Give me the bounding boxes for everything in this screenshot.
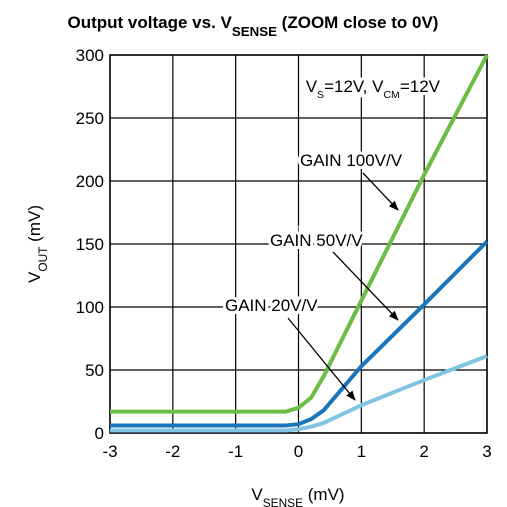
chart-title-part: SENSE (232, 24, 277, 39)
data-line (110, 354, 488, 433)
y-tick-label: 50 (85, 361, 104, 380)
data-line (110, 240, 489, 428)
conditions-annotation: VS=12V, VCM=12V (306, 77, 441, 101)
series-label: GAIN 20V/V (225, 296, 318, 315)
annotation-arrow (362, 172, 399, 211)
series-label: GAIN 100V/V (300, 151, 403, 170)
chart-title-part: (ZOOM close to 0V) (277, 13, 439, 32)
x-axis-label: VSENSE (mV) (251, 485, 344, 507)
chart-title-part: Output voltage vs. V (68, 13, 233, 32)
conditions-annotation-part: CM (383, 89, 399, 101)
conditions-annotation-part: =12V (400, 77, 441, 96)
y-tick-label: 250 (76, 109, 104, 128)
y-tick-label: 0 (95, 424, 104, 443)
x-tick-label: -2 (165, 442, 180, 461)
y-axis-label-part: V (25, 271, 44, 283)
x-tick-label: 3 (482, 442, 491, 461)
x-axis-label-part: (mV) (303, 485, 345, 504)
series-label: GAIN 50V/V (270, 231, 363, 250)
y-axis-label: VOUT (mV) (25, 205, 50, 283)
x-axis-label-part: V (251, 485, 263, 504)
x-tick-label: -3 (102, 442, 117, 461)
conditions-annotation-part: =12V, V (324, 77, 384, 96)
chart-title: Output voltage vs. VSENSE (ZOOM close to… (68, 13, 439, 39)
annotation-arrow (287, 317, 356, 401)
conditions-annotation-part: S (317, 89, 324, 101)
data-line (110, 54, 489, 414)
x-tick-label: 2 (419, 442, 428, 461)
conditions-annotation-part: V (306, 77, 318, 96)
y-tick-label: 100 (76, 298, 104, 317)
y-tick-label: 150 (76, 235, 104, 254)
y-tick-label: 300 (76, 46, 104, 65)
y-axis-label-part: (mV) (25, 205, 44, 247)
x-tick-label: 0 (294, 442, 303, 461)
annotation-arrow (332, 251, 399, 321)
y-tick-label: 200 (76, 172, 104, 191)
x-tick-label: 1 (357, 442, 366, 461)
y-axis-label-part: OUT (36, 247, 50, 272)
x-tick-label: -1 (228, 442, 243, 461)
x-axis-label-part: SENSE (263, 496, 303, 507)
